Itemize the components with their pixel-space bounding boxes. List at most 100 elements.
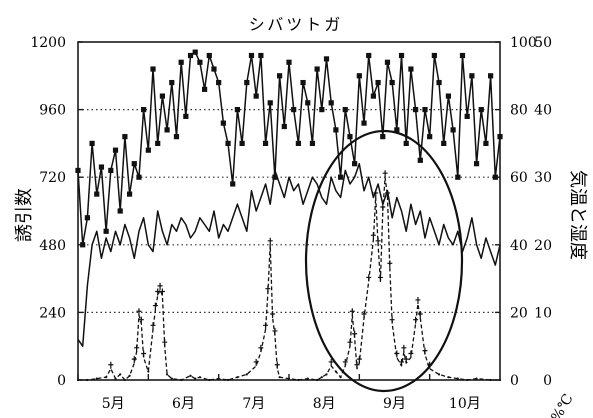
- series-0-point-60: [356, 73, 362, 79]
- series-0-point-43: [277, 73, 283, 79]
- series-2-point-19: [159, 288, 165, 296]
- series-0-point-76: [431, 52, 437, 59]
- series-0-point-47: [295, 140, 301, 146]
- series-0-point-4: [94, 191, 100, 197]
- series-0-point-44: [281, 123, 287, 130]
- x-tick-label-0: 5月: [102, 396, 125, 412]
- x-tick-label-3: 8月: [313, 396, 336, 412]
- series-2-point-14: [147, 370, 150, 373]
- series-0-point-59: [352, 161, 358, 167]
- series-2-point-12: [138, 316, 144, 324]
- y-tick-label-3: 720: [39, 170, 66, 186]
- series-0-point-82: [459, 52, 466, 59]
- series-2-point-67: [394, 350, 400, 358]
- series-0-point-29: [211, 66, 217, 72]
- series-0-point-71: [408, 66, 414, 72]
- series-2-point-75: [422, 347, 428, 355]
- series-0-point-0: [75, 167, 81, 174]
- x-tick-label-1: 6月: [172, 396, 195, 412]
- series-2-point-6: [119, 373, 122, 376]
- series-0-point-85: [473, 161, 480, 167]
- series-0-point-46: [291, 107, 297, 113]
- series-0-point-53: [323, 56, 330, 62]
- series-0-point-88: [488, 73, 494, 79]
- series-2-point-69: [401, 344, 407, 352]
- series-0-point-72: [413, 107, 419, 113]
- series-0-point-25: [192, 49, 198, 55]
- y2-humidity-tick-label-5: 100: [510, 35, 537, 51]
- series-0-point-36: [244, 79, 250, 86]
- series-0-point-16: [150, 66, 156, 72]
- series-0-point-83: [464, 113, 470, 119]
- series-0-point-12: [131, 161, 137, 167]
- series-0-point-78: [441, 140, 447, 146]
- y2-humidity-tick-label-2: 40: [510, 238, 528, 254]
- series-2-point-44: [316, 378, 319, 382]
- series-2-point-55: [356, 356, 362, 364]
- series-2-point-15: [150, 322, 156, 330]
- series-0-point-31: [220, 120, 226, 126]
- series-2-point-81: [475, 377, 478, 380]
- series-0-point-7: [108, 167, 114, 174]
- series-2-point-52: [349, 308, 355, 316]
- series-2-point-57: [366, 274, 372, 282]
- series-0-point-8: [112, 147, 119, 153]
- y2-humidity-tick-label-4: 80: [510, 103, 528, 119]
- series-0-point-19: [164, 127, 170, 133]
- series-0-point-18: [159, 93, 165, 99]
- series-0-point-27: [202, 86, 208, 92]
- series-2-point-36: [267, 237, 273, 245]
- series-0-point-68: [394, 127, 400, 133]
- series-2-point-59: [373, 189, 379, 197]
- series-0-point-84: [469, 73, 475, 79]
- series-0-point-62: [366, 52, 372, 59]
- series-0-point-14: [141, 107, 147, 113]
- series-2-point-39: [274, 361, 280, 369]
- series-2-point-25: [194, 377, 197, 380]
- series-0-point-13: [136, 174, 142, 180]
- series-2-point-22: [170, 377, 173, 380]
- series-0-point-61: [361, 120, 367, 126]
- series-0-point-48: [300, 79, 306, 86]
- series-2-point-37: [270, 311, 276, 319]
- series-2-point-80: [466, 378, 469, 382]
- series-2-point-33: [258, 344, 264, 352]
- series-2-point-24: [189, 374, 192, 377]
- series-2-point-16: [152, 302, 158, 310]
- series-0-point-56: [337, 174, 344, 180]
- series-0-point-81: [455, 174, 461, 180]
- series-2-point-65: [387, 260, 393, 268]
- series-0-point-39: [258, 52, 264, 59]
- series-2-point-17: [155, 288, 161, 296]
- series-0-point-26: [197, 59, 203, 65]
- series-0-point-74: [422, 107, 428, 113]
- series-0-point-55: [333, 127, 339, 133]
- y2-humidity-tick-label-3: 60: [510, 170, 528, 186]
- y-tick-label-2: 480: [39, 238, 66, 254]
- series-0-point-67: [389, 79, 395, 86]
- series-2-point-7: [123, 378, 126, 382]
- series-2-point-54: [354, 361, 360, 369]
- series-2-point-77: [437, 373, 441, 376]
- series-2-point-49: [339, 376, 342, 379]
- series-0-point-15: [145, 147, 151, 153]
- series-0-point-58: [347, 134, 353, 140]
- series-0-point-87: [483, 140, 489, 146]
- chart-title: シバツトガ: [249, 15, 344, 34]
- y2-temperature-tick-label-0: 0: [543, 373, 552, 389]
- series-0-point-79: [445, 93, 452, 99]
- series-1-line: [77, 162, 501, 347]
- series-2-point-5: [114, 377, 117, 380]
- series-2-point-32: [253, 358, 259, 366]
- series-0-point-50: [309, 140, 316, 146]
- series-0-point-73: [417, 157, 423, 163]
- series-0-point-80: [450, 127, 456, 133]
- series-0-point-3: [89, 140, 95, 146]
- series-2-point-30: [236, 376, 239, 379]
- series-0-point-54: [328, 100, 334, 106]
- x-tick-label-2: 7月: [242, 396, 265, 412]
- series-2-point-1: [86, 378, 89, 382]
- series-layer: [75, 49, 503, 382]
- series-0-point-70: [403, 140, 409, 146]
